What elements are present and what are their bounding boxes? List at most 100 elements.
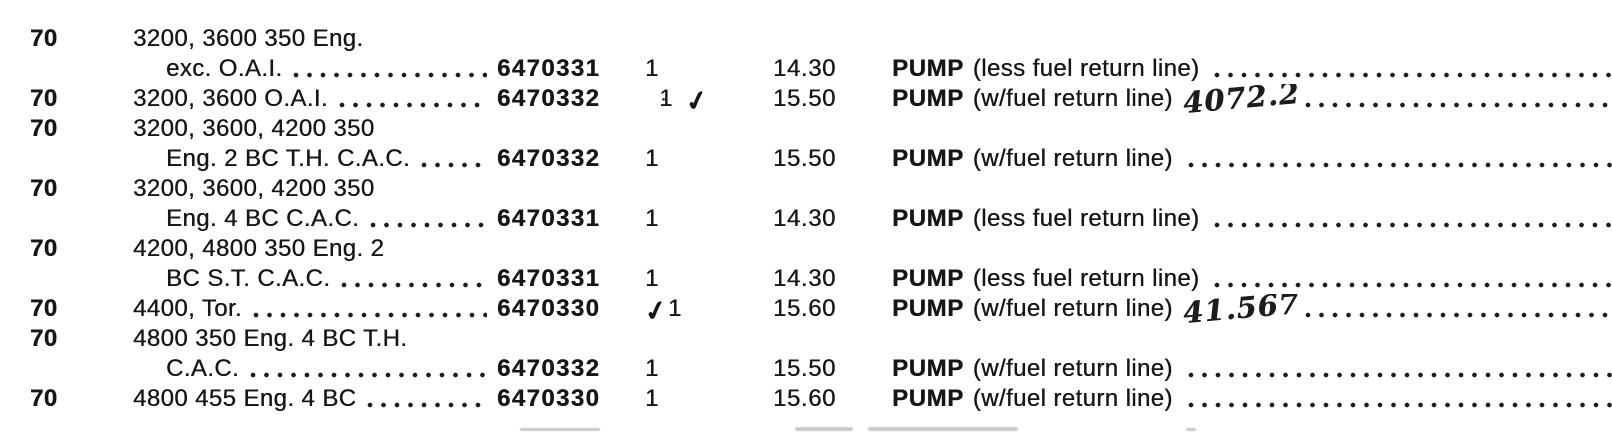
part-number: 6470332 — [497, 85, 601, 112]
list-price — [740, 324, 850, 354]
checkmark-icon — [661, 116, 667, 144]
handwritten-number — [910, 234, 913, 263]
table-row: 70 3200, 3600 O.A.I. 6470332 · 1 ✓ 15.50… — [0, 84, 1612, 114]
dotted-leader — [1211, 54, 1612, 84]
dotted-leader — [1211, 264, 1612, 294]
checkmark-icon — [668, 56, 674, 84]
handwritten-number: 41.567 — [1181, 294, 1301, 324]
table-row: exc. O.A.I. 6470331 1 14.30 PUMP (less f… — [0, 54, 1612, 84]
scan-artifact — [520, 428, 600, 431]
checkmark-icon — [668, 146, 674, 174]
application-text: 3200, 3600 350 Eng. — [133, 25, 364, 52]
part-name-cell: PUMP (less fuel return line) — [850, 204, 1612, 234]
scan-artifact — [795, 427, 853, 431]
table-row: BC S.T. C.A.C. 6470331 1 14.30 PUMP (les… — [0, 264, 1612, 294]
list-price: 14.30 — [772, 205, 836, 232]
handwritten-number — [910, 24, 913, 53]
part-number — [497, 24, 630, 54]
checkmark-icon — [691, 296, 697, 324]
application-text: BC S.T. C.A.C. — [166, 265, 331, 292]
list-price — [740, 174, 850, 204]
part-name-cell: PUMP (less fuel return line) — [850, 54, 1612, 84]
model-year: 70 — [30, 25, 58, 52]
quantity-cell — [630, 174, 740, 204]
application-text: 4200, 4800 350 Eng. 2 — [133, 235, 385, 262]
part-name-cell — [850, 174, 1612, 204]
scan-artifact — [1186, 428, 1196, 431]
application-text: 4800 455 Eng. 4 BC — [133, 385, 357, 412]
table-row: 70 4200, 4800 350 Eng. 2 — [0, 234, 1612, 264]
quantity-value: 1 — [645, 385, 659, 412]
checkmark-icon — [661, 326, 667, 354]
list-price: 15.50 — [772, 355, 836, 382]
application-cell: 3200, 3600, 4200 350 — [133, 114, 497, 144]
model-year: 70 — [30, 325, 58, 352]
part-number: 6470330 — [497, 385, 601, 412]
application-cell: 3200, 3600, 4200 350 — [133, 174, 497, 204]
table-row: 70 3200, 3600, 4200 350 — [0, 114, 1612, 144]
parts-table: 70 3200, 3600 350 Eng. exc. O.A.I. 64703… — [0, 24, 1612, 414]
application-cell: 4200, 4800 350 Eng. 2 — [133, 234, 497, 264]
handwritten-number — [1208, 264, 1211, 293]
dotted-leader — [1301, 84, 1612, 114]
application-text: 4400, Tor. — [133, 295, 242, 322]
dotted-leader — [418, 144, 487, 174]
list-price: 15.60 — [772, 385, 836, 412]
list-price: 15.50 — [772, 145, 836, 172]
dotted-leader — [1211, 204, 1612, 234]
part-number: 6470331 — [497, 55, 601, 82]
checkmark-icon — [668, 206, 674, 234]
checkmark-icon — [648, 176, 654, 204]
application-cell: Eng. 4 BC C.A.C. — [133, 204, 497, 234]
quantity-cell: 1 — [630, 384, 740, 414]
application-text: 4800 350 Eng. 4 BC T.H. — [133, 325, 408, 352]
checkmark-icon — [668, 386, 674, 414]
model-year: 70 — [30, 295, 58, 322]
quantity-cell: · 1 ✓ — [630, 84, 740, 114]
model-year — [0, 264, 133, 294]
handwritten-number — [1208, 54, 1211, 83]
quantity-value: 1 — [645, 265, 659, 292]
quantity-cell: 1 — [630, 354, 740, 384]
list-price: 15.50 — [772, 85, 836, 112]
dotted-leader — [247, 354, 487, 384]
checkmark-icon — [668, 266, 674, 294]
part-name-cell: PUMP (w/fuel return line) 4072.2 — [850, 84, 1612, 114]
part-name: PUMP — [892, 55, 964, 82]
quantity-cell — [630, 24, 740, 54]
application-cell: 4800 350 Eng. 4 BC T.H. — [133, 324, 497, 354]
part-name: PUMP — [892, 295, 964, 322]
model-year — [0, 144, 133, 174]
application-cell: exc. O.A.I. — [133, 54, 497, 84]
part-number — [497, 174, 630, 204]
handwritten-number — [910, 114, 913, 143]
quantity-value: 1 — [659, 85, 673, 112]
part-number: 6470332 — [497, 145, 601, 172]
quantity-cell: 1 — [630, 204, 740, 234]
part-note: (w/fuel return line) — [972, 85, 1173, 112]
quantity-value: 1 — [668, 295, 682, 322]
checkmark-icon — [661, 176, 667, 204]
part-number: 6470332 — [497, 355, 601, 382]
list-price — [740, 114, 850, 144]
dotted-leader — [290, 54, 487, 84]
part-number: 6470331 — [497, 265, 601, 292]
checkmark-icon — [668, 356, 674, 384]
model-year: 70 — [30, 175, 58, 202]
application-text: 3200, 3600, 4200 350 — [133, 115, 375, 142]
application-text: 3200, 3600, 4200 350 — [133, 175, 375, 202]
quantity-cell: 1 — [630, 144, 740, 174]
dotted-leader — [364, 384, 487, 414]
part-name-cell — [850, 234, 1612, 264]
scan-artifact — [868, 427, 1018, 431]
application-cell: Eng. 2 BC T.H. C.A.C. — [133, 144, 497, 174]
quantity-value: 1 — [645, 55, 659, 82]
quantity-value: 1 — [645, 145, 659, 172]
application-text: 3200, 3600 O.A.I. — [133, 85, 328, 112]
dotted-leader — [367, 204, 487, 234]
model-year: 70 — [30, 85, 58, 112]
model-year — [0, 354, 133, 384]
quantity-cell: 1 — [630, 54, 740, 84]
part-number — [497, 114, 630, 144]
